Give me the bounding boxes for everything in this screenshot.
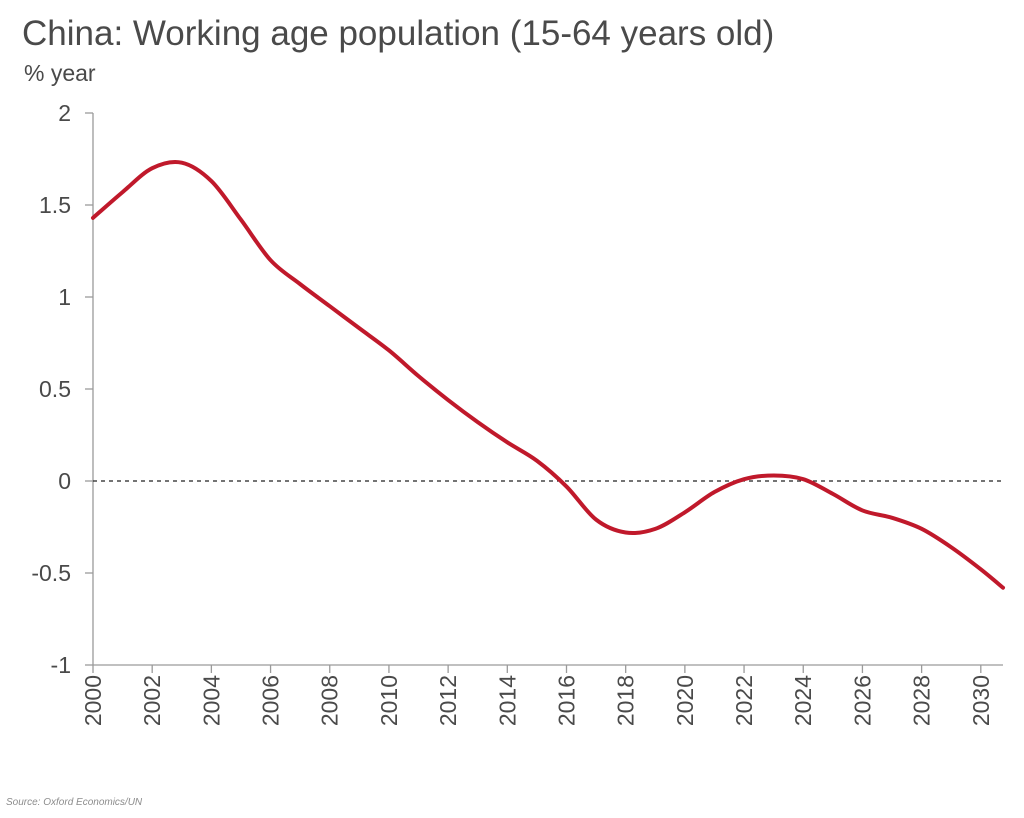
x-tick-label: 2020 bbox=[672, 675, 698, 726]
x-tick-label: 2014 bbox=[494, 675, 520, 726]
x-tick-label: 2016 bbox=[553, 675, 579, 726]
x-tick-label: 2002 bbox=[139, 675, 165, 726]
x-tick-label: 2026 bbox=[849, 675, 875, 726]
x-tick-label: 2024 bbox=[790, 675, 816, 726]
x-tick-label: 2006 bbox=[258, 675, 284, 726]
y-tick-label: -0.5 bbox=[31, 560, 71, 586]
x-tick-label: 2018 bbox=[613, 675, 639, 726]
y-tick-label: -1 bbox=[51, 652, 71, 678]
x-tick-label: 2012 bbox=[435, 675, 461, 726]
x-tick-label: 2010 bbox=[376, 675, 402, 726]
x-tick-label: 2028 bbox=[909, 675, 935, 726]
series-layer bbox=[91, 159, 1005, 590]
x-tick-label: 2008 bbox=[317, 675, 343, 726]
y-axis-unit-label: % year bbox=[24, 60, 96, 86]
x-tick-label: 2000 bbox=[80, 675, 106, 726]
series-line bbox=[91, 159, 1005, 590]
x-tick-label: 2030 bbox=[968, 675, 994, 726]
chart-title: China: Working age population (15-64 yea… bbox=[22, 14, 775, 53]
axes bbox=[85, 112, 1003, 673]
line-chart: 2 1.5 1 0.5 0 -0.5 -1 2000 2002 2004 2006 2008 2010… bbox=[31, 100, 1005, 726]
y-tick-label: 2 bbox=[58, 100, 71, 126]
source-note: Source: Oxford Economics/UN bbox=[6, 797, 143, 808]
x-tick-labels: 2000 2002 2004 2006 2008 2010 2012 2014 2016 2018… bbox=[80, 675, 994, 726]
y-tick-label: 1.5 bbox=[39, 192, 71, 218]
x-tick-label: 2004 bbox=[198, 675, 224, 726]
y-tick-label: 0 bbox=[58, 468, 71, 494]
y-tick-labels: 2 1.5 1 0.5 0 -0.5 -1 bbox=[31, 100, 71, 678]
x-tick-label: 2022 bbox=[731, 675, 757, 726]
y-tick-label: 0.5 bbox=[39, 376, 71, 402]
y-tick-label: 1 bbox=[58, 284, 71, 310]
